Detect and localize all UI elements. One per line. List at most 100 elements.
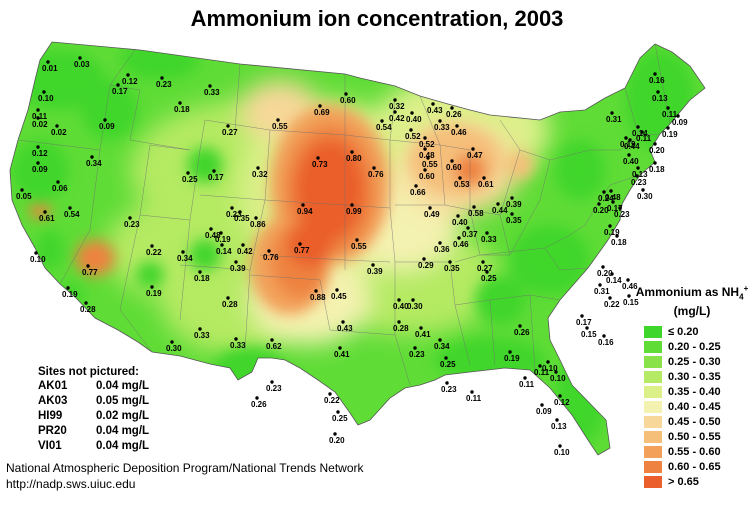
site-dot bbox=[234, 260, 238, 264]
site-dot bbox=[636, 166, 640, 170]
site-marker: 0.10 bbox=[550, 370, 566, 383]
site-marker: 0.55 bbox=[422, 156, 438, 169]
legend-swatch bbox=[644, 370, 662, 383]
site-value-label: 0.10 bbox=[554, 448, 570, 457]
site-dot bbox=[510, 212, 514, 216]
site-value-label: 0.32 bbox=[389, 102, 405, 111]
site-marker: 0.46 bbox=[451, 124, 467, 137]
site-marker: 0.39 bbox=[367, 263, 383, 276]
site-dot bbox=[455, 124, 459, 128]
site-dot bbox=[314, 289, 318, 293]
site-value-label: 0.48 bbox=[605, 193, 621, 202]
site-marker: 0.17 bbox=[607, 200, 623, 213]
site-marker: 0.31 bbox=[606, 111, 622, 124]
site-marker: 0.40 bbox=[623, 153, 639, 166]
site-value-label: 0.53 bbox=[454, 180, 470, 189]
site-dot bbox=[413, 346, 417, 350]
site-value-label: 0.28 bbox=[393, 324, 409, 333]
site-dot bbox=[423, 168, 427, 172]
site-marker: 0.58 bbox=[468, 205, 484, 218]
legend-title: Ammonium as NH4+ bbox=[634, 282, 750, 304]
site-value-label: 0.39 bbox=[367, 267, 383, 276]
site-value-label: 0.23 bbox=[631, 178, 647, 187]
site-marker: 0.41 bbox=[415, 326, 431, 339]
site-marker: 0.03 bbox=[74, 56, 90, 69]
site-dot bbox=[601, 265, 605, 269]
site-marker: 0.43 bbox=[427, 102, 443, 115]
site-dot bbox=[628, 138, 632, 142]
site-marker: 0.23 bbox=[614, 206, 630, 219]
legend-label: 0.45 - 0.50 bbox=[668, 415, 721, 428]
site-marker: 0.11 bbox=[534, 364, 550, 377]
site-marker: 0.16 bbox=[649, 72, 665, 85]
site-marker: 0.25 bbox=[182, 171, 198, 184]
site-value-label: 0.14 bbox=[606, 276, 622, 285]
site-marker: 0.86 bbox=[250, 216, 266, 229]
site-value-label: 0.09 bbox=[536, 407, 552, 416]
site-value-label: 0.52 bbox=[405, 132, 421, 141]
site-marker: 0.33 bbox=[434, 119, 450, 132]
site-dot bbox=[457, 236, 461, 240]
site-marker: 0.20 bbox=[649, 142, 665, 155]
site-marker: 0.53 bbox=[454, 176, 470, 189]
site-value-label: 0.52 bbox=[419, 140, 435, 149]
site-dot bbox=[103, 118, 107, 122]
site-value-label: 0.13 bbox=[652, 94, 668, 103]
site-dot bbox=[602, 190, 606, 194]
site-dot bbox=[234, 337, 238, 341]
site-value-label: 0.43 bbox=[427, 106, 443, 115]
site-value-label: 0.09 bbox=[672, 118, 688, 127]
legend-label: 0.40 - 0.45 bbox=[668, 400, 721, 413]
site-marker: 0.66 bbox=[410, 184, 426, 197]
site-marker: 0.19 bbox=[604, 224, 620, 237]
site-value-label: 0.41 bbox=[415, 330, 431, 339]
site-marker: 0.88 bbox=[310, 289, 326, 302]
site-value-label: 0.16 bbox=[649, 76, 665, 85]
site-value-label: 0.06 bbox=[52, 184, 68, 193]
site-value-label: 0.61 bbox=[39, 214, 55, 223]
site-marker: 0.49 bbox=[424, 206, 440, 219]
site-value-label: 0.28 bbox=[222, 300, 238, 309]
site-dot bbox=[523, 376, 527, 380]
site-dot bbox=[485, 270, 489, 274]
site-value-label: 0.31 bbox=[594, 287, 610, 296]
site-dot bbox=[254, 216, 258, 220]
site-dot bbox=[344, 92, 348, 96]
site-value-label: 0.76 bbox=[368, 170, 384, 179]
site-dot bbox=[78, 56, 82, 60]
site-value-label: 0.36 bbox=[434, 245, 450, 254]
site-dot bbox=[56, 180, 60, 184]
site-dot bbox=[423, 136, 427, 140]
site-marker: 0.17 bbox=[112, 83, 128, 96]
site-dot bbox=[636, 125, 640, 129]
site-value-label: 0.48 bbox=[419, 151, 435, 160]
site-marker: 0.26 bbox=[514, 324, 530, 337]
site-dot bbox=[518, 324, 522, 328]
site-dot bbox=[641, 188, 645, 192]
site-value-label: 0.46 bbox=[622, 282, 638, 291]
site-marker: 0.94 bbox=[297, 203, 313, 216]
site-marker: 0.10 bbox=[38, 90, 54, 103]
site-value-label: 0.30 bbox=[637, 192, 653, 201]
legend-class: 0.20 - 0.25 bbox=[634, 339, 750, 354]
site-value-label: 0.35 bbox=[506, 216, 522, 225]
site-dot bbox=[431, 102, 435, 106]
site-marker: 0.22 bbox=[146, 244, 162, 257]
site-dot bbox=[36, 161, 40, 165]
site-value-label: 0.60 bbox=[419, 172, 435, 181]
site-marker: 0.61 bbox=[39, 210, 55, 223]
site-dot bbox=[640, 130, 644, 134]
site-dot bbox=[350, 203, 354, 207]
site-marker: 0.35 bbox=[506, 212, 522, 225]
site-marker: 0.20 bbox=[593, 202, 609, 215]
site-value-label: 0.99 bbox=[346, 207, 362, 216]
site-marker: 0.13 bbox=[652, 90, 668, 103]
site-marker: 0.35 bbox=[444, 260, 460, 273]
site-dot bbox=[448, 260, 452, 264]
site-dot bbox=[209, 227, 213, 231]
site-value-label: 0.76 bbox=[263, 253, 279, 262]
credit-organization: National Atmospheric Deposition Program/… bbox=[6, 461, 364, 475]
site-value-label: 0.20 bbox=[329, 436, 345, 445]
site-marker: 0.60 bbox=[419, 168, 435, 181]
site-value-label: 0.19 bbox=[620, 140, 636, 149]
